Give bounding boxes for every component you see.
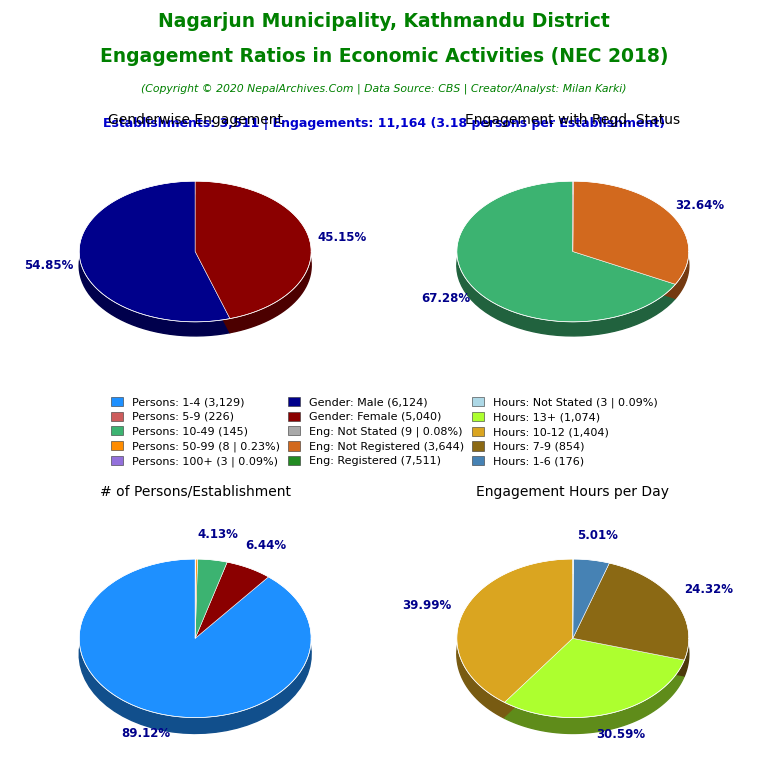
Polygon shape: [79, 559, 311, 717]
Polygon shape: [79, 195, 230, 336]
Text: 4.13%: 4.13%: [197, 528, 239, 541]
Text: 39.99%: 39.99%: [402, 600, 452, 612]
Text: 54.85%: 54.85%: [24, 259, 73, 272]
Polygon shape: [195, 575, 197, 654]
Polygon shape: [457, 559, 573, 703]
Polygon shape: [79, 575, 311, 733]
Title: Genderwise Engagement: Genderwise Engagement: [108, 113, 283, 127]
Title: # of Persons/Establishment: # of Persons/Establishment: [100, 485, 290, 498]
Polygon shape: [457, 575, 573, 718]
Title: Engagement with Regd. Status: Engagement with Regd. Status: [465, 113, 680, 127]
Polygon shape: [457, 195, 675, 336]
Polygon shape: [573, 563, 689, 660]
Text: 24.32%: 24.32%: [684, 583, 733, 596]
Polygon shape: [505, 638, 684, 717]
Polygon shape: [195, 578, 269, 654]
Polygon shape: [457, 181, 675, 322]
Text: 45.15%: 45.15%: [317, 231, 366, 244]
Polygon shape: [195, 559, 197, 638]
Polygon shape: [195, 195, 311, 333]
Text: Engagement Ratios in Economic Activities (NEC 2018): Engagement Ratios in Economic Activities…: [100, 48, 668, 66]
Text: 5.01%: 5.01%: [578, 528, 618, 541]
Text: 6.44%: 6.44%: [246, 539, 286, 552]
Polygon shape: [505, 654, 684, 733]
Polygon shape: [195, 181, 311, 319]
Polygon shape: [195, 559, 227, 638]
Text: (Copyright © 2020 NepalArchives.Com | Data Source: CBS | Creator/Analyst: Milan : (Copyright © 2020 NepalArchives.Com | Da…: [141, 83, 627, 94]
Polygon shape: [573, 579, 689, 676]
Polygon shape: [195, 575, 227, 654]
Polygon shape: [573, 559, 609, 638]
Polygon shape: [79, 181, 230, 322]
Text: Establishments: 3,511 | Engagements: 11,164 (3.18 persons per Establishment): Establishments: 3,511 | Engagements: 11,…: [103, 117, 665, 130]
Legend: Persons: 1-4 (3,129), Persons: 5-9 (226), Persons: 10-49 (145), Persons: 50-99 (: Persons: 1-4 (3,129), Persons: 5-9 (226)…: [111, 397, 657, 467]
Polygon shape: [573, 575, 609, 654]
Polygon shape: [573, 181, 689, 284]
Text: 32.64%: 32.64%: [676, 199, 725, 212]
Text: Nagarjun Municipality, Kathmandu District: Nagarjun Municipality, Kathmandu Distric…: [158, 12, 610, 31]
Text: 89.12%: 89.12%: [121, 727, 170, 740]
Text: 67.28%: 67.28%: [421, 292, 470, 305]
Title: Engagement Hours per Day: Engagement Hours per Day: [476, 485, 670, 498]
Text: 30.59%: 30.59%: [597, 728, 646, 741]
Polygon shape: [573, 195, 689, 299]
Polygon shape: [195, 562, 269, 638]
